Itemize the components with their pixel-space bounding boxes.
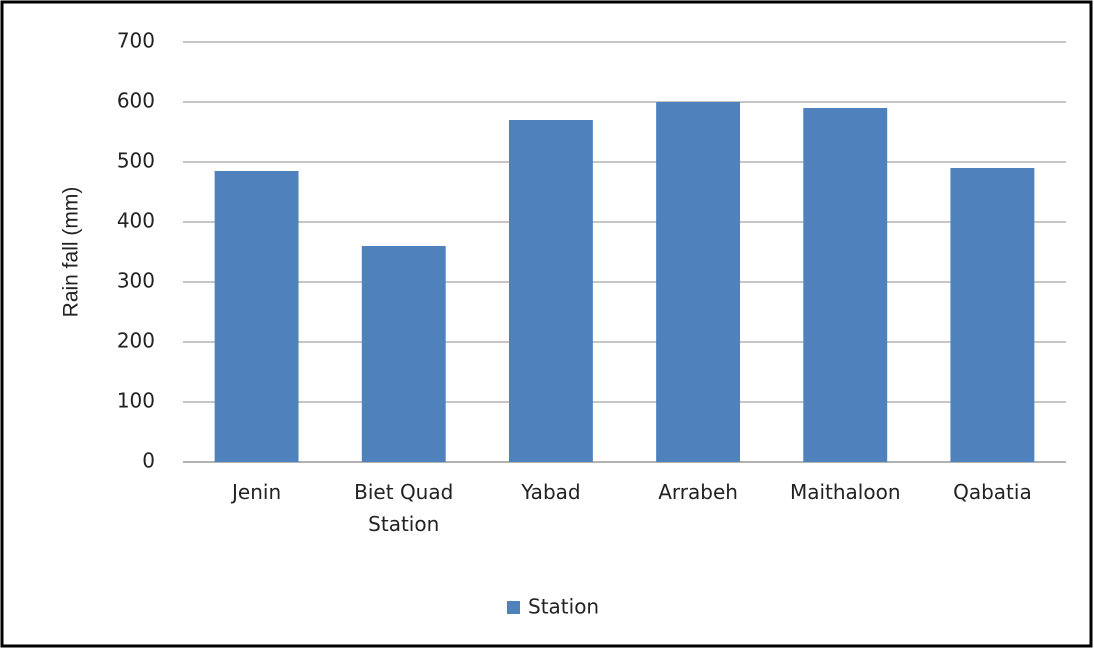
x-tick-label-box: Arrabeh xyxy=(658,480,738,504)
x-tick-label-box: Qabatia xyxy=(953,480,1032,504)
x-tick-label: Yabad xyxy=(521,480,581,504)
x-tick-label: Arrabeh xyxy=(658,480,738,504)
y-axis-title: Rain fall (mm) xyxy=(60,187,83,318)
x-tick-label-box: Yabad xyxy=(521,480,581,504)
x-tick-label: Qabatia xyxy=(953,480,1032,504)
x-tick-label-box: Maithaloon xyxy=(789,480,901,504)
x-tick-label: Jenin xyxy=(232,480,282,504)
y-tick-label: 200 xyxy=(117,329,155,353)
x-tick-label-box: Biet Quad Station xyxy=(354,480,454,536)
x-tick-label: Maithaloon xyxy=(789,480,901,504)
y-tick-label: 400 xyxy=(117,209,155,233)
y-tick-label: 500 xyxy=(117,149,155,173)
bar xyxy=(214,171,299,462)
x-tick-label: Biet Quad Station xyxy=(354,480,454,536)
bar xyxy=(656,102,741,462)
bar xyxy=(361,246,446,462)
legend-label: Station xyxy=(528,595,599,619)
x-tick-label-box: Jenin xyxy=(232,480,282,504)
y-tick-label: 700 xyxy=(117,29,155,53)
bar xyxy=(803,108,888,462)
legend-swatch xyxy=(507,601,520,614)
y-tick-label: 300 xyxy=(117,269,155,293)
y-tick-label: 100 xyxy=(117,389,155,413)
bar xyxy=(508,120,593,462)
bar xyxy=(950,168,1035,462)
y-tick-label: 600 xyxy=(117,89,155,113)
y-tick-label: 0 xyxy=(142,449,155,473)
